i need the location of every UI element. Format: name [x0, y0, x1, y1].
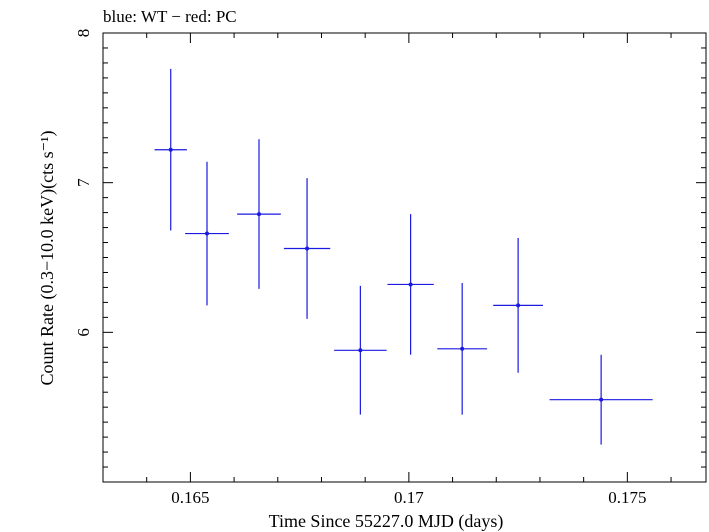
data-point: [334, 285, 387, 415]
axis-ticks: 0.165 0.17 0.175 6 7 8: [74, 29, 706, 507]
data-marker: [460, 346, 465, 351]
y-tick-label: 7: [74, 178, 93, 187]
x-axis-label: Time Since 55227.0 MJD (days): [269, 511, 504, 532]
data-marker: [305, 246, 310, 251]
x-tick-label: 0.165: [171, 488, 209, 507]
plot-frame: [102, 32, 707, 483]
data-point: [387, 214, 434, 355]
y-axis-label: Count Rate (0.3−10.0 keV)(cts s⁻¹): [37, 130, 58, 385]
data-marker: [204, 231, 209, 236]
chart-title: blue: WT − red: PC: [103, 7, 237, 26]
data-marker: [168, 147, 173, 152]
x-tick-label: 0.175: [608, 488, 646, 507]
data-point: [154, 68, 187, 231]
data-point: [437, 282, 488, 415]
data-marker: [256, 212, 261, 217]
y-tick-label: 8: [74, 29, 93, 38]
data-marks: [154, 68, 653, 445]
data-point: [493, 238, 544, 373]
data-marker: [358, 348, 363, 353]
y-tick-label: 6: [74, 328, 93, 337]
data-point: [283, 178, 331, 319]
data-point: [237, 139, 281, 289]
data-marker: [516, 303, 521, 308]
data-marker: [408, 282, 413, 287]
data-point: [185, 161, 229, 306]
data-point: [549, 354, 653, 445]
x-tick-label: 0.17: [394, 488, 424, 507]
data-marker: [599, 397, 604, 402]
